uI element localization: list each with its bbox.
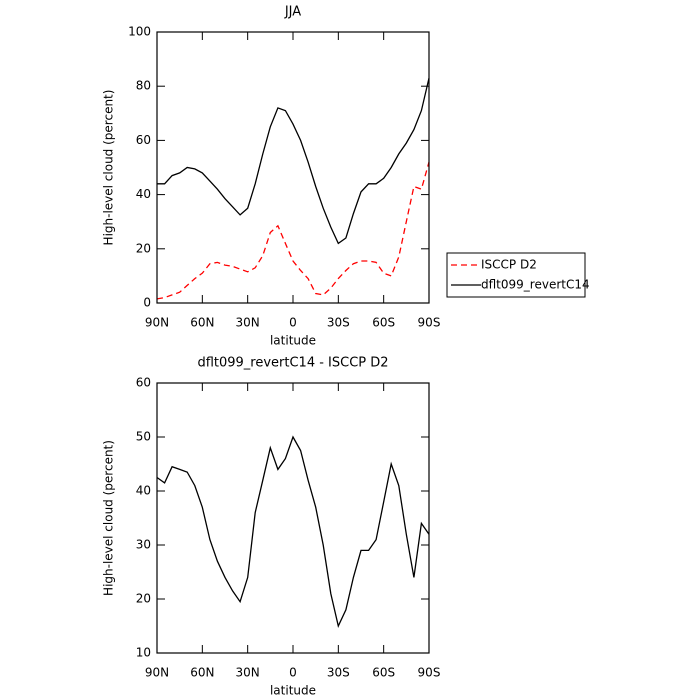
y-tick-label: 80 xyxy=(136,79,151,93)
x-tick-label: 0 xyxy=(289,666,297,680)
x-tick-label: 30S xyxy=(327,666,350,680)
x-tick-label: 90S xyxy=(418,316,441,330)
x-tick-label: 30S xyxy=(327,316,350,330)
y-axis-label: High-level cloud (percent) xyxy=(102,90,116,246)
chart-title: JJA xyxy=(284,5,301,20)
x-tick-label: 30N xyxy=(236,316,260,330)
y-tick-label: 100 xyxy=(128,25,151,39)
x-tick-label: 60N xyxy=(190,666,214,680)
x-tick-label: 60S xyxy=(372,316,395,330)
y-tick-label: 20 xyxy=(136,592,151,606)
series-line xyxy=(157,77,430,245)
y-tick-label: 60 xyxy=(136,133,151,147)
y-tick-label: 40 xyxy=(136,187,151,201)
x-axis-label: latitude xyxy=(270,684,316,698)
y-tick-label: 30 xyxy=(136,538,151,552)
x-tick-label: 60N xyxy=(190,316,214,330)
x-tick-label: 90S xyxy=(418,666,441,680)
x-tick-label: 60S xyxy=(372,666,395,680)
y-axis-label: High-level cloud (percent) xyxy=(102,440,116,596)
plot-frame xyxy=(156,382,430,654)
series-line xyxy=(156,161,430,300)
x-tick-label: 30N xyxy=(236,666,260,680)
legend-label: ISCCP D2 xyxy=(481,258,537,272)
chart-title: dflt099_revertC14 - ISCCP D2 xyxy=(197,356,388,371)
y-tick-label: 50 xyxy=(136,430,151,444)
x-tick-label: 90N xyxy=(145,666,169,680)
x-tick-label: 0 xyxy=(289,316,297,330)
y-tick-label: 60 xyxy=(136,376,151,390)
y-tick-label: 10 xyxy=(136,646,151,660)
legend-box xyxy=(446,252,586,298)
series-line xyxy=(156,435,430,628)
plot-frame xyxy=(156,31,430,304)
legend: ISCCP D2 dflt099_revertC14 xyxy=(446,252,590,298)
y-tick-label: 20 xyxy=(136,241,151,255)
x-axis-label: latitude xyxy=(270,334,316,348)
y-tick-label: 40 xyxy=(136,484,151,498)
legend-label: dflt099_revertC14 xyxy=(481,278,590,292)
y-tick-label: 0 xyxy=(143,296,151,310)
x-tick-label: 90N xyxy=(145,316,169,330)
